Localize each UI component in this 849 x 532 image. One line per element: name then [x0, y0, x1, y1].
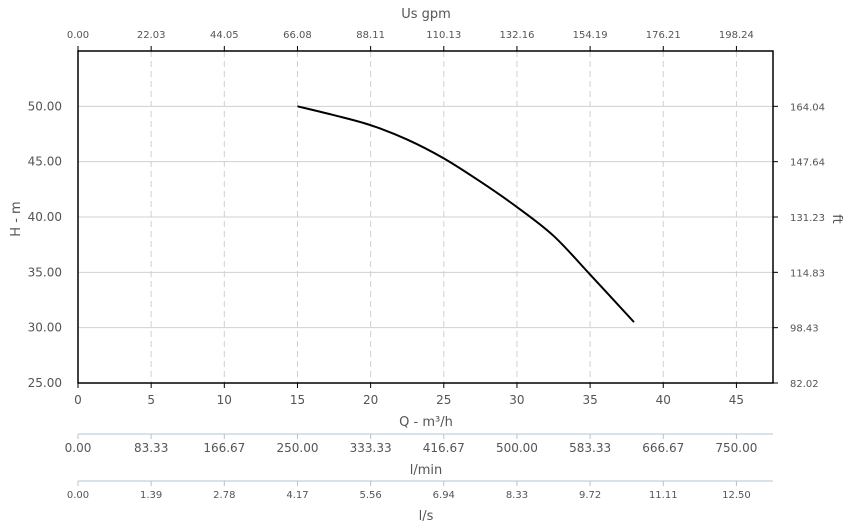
- ls-tick-label: 8.33: [506, 490, 528, 501]
- ls-tick-label: 4.17: [286, 490, 308, 501]
- ls-tick-label: 9.72: [579, 490, 601, 501]
- x-tick-label: 5: [147, 393, 155, 407]
- x-tick-label: 25: [436, 393, 451, 407]
- lmin-tick-label: 250.00: [276, 441, 318, 455]
- right-tick-label: 98.43: [790, 324, 819, 335]
- ls-tick-label: 5.56: [359, 490, 381, 501]
- x-tick-label: 0: [74, 393, 82, 407]
- y-tick-label: 35.00: [28, 265, 62, 279]
- lmin-tick-label: 0.00: [65, 441, 92, 455]
- y-tick-label: 40.00: [28, 210, 62, 224]
- x-tick-label: 20: [363, 393, 378, 407]
- right-tick-label: 114.83: [790, 268, 825, 279]
- right-axis-label: ft: [829, 214, 844, 223]
- x-tick-label: 45: [729, 393, 744, 407]
- lmin-tick-label: 166.67: [203, 441, 245, 455]
- ls-tick-label: 2.78: [213, 490, 235, 501]
- performance-curve: [297, 105, 635, 323]
- top-tick-label: 44.05: [210, 30, 239, 41]
- top-tick-label: 66.08: [283, 30, 312, 41]
- ls-tick-label: 11.11: [649, 490, 678, 501]
- y-tick-label: 45.00: [28, 155, 62, 169]
- lmin-tick-label: 500.00: [496, 441, 538, 455]
- plot-frame: [77, 46, 778, 388]
- top-tick-label: 22.03: [137, 30, 166, 41]
- top-tick-label: 198.24: [719, 30, 754, 41]
- x-tick-label: 30: [509, 393, 524, 407]
- top-tick-label: 154.19: [573, 30, 608, 41]
- top-axis-label: Us gpm: [401, 7, 451, 22]
- ls-axis-label: l/s: [419, 509, 434, 524]
- right-tick-label: 82.02: [790, 379, 819, 390]
- right-tick-label: 131.23: [790, 213, 825, 224]
- right-tick-label: 164.04: [790, 102, 825, 113]
- y-tick-label: 25.00: [28, 376, 62, 390]
- x-tick-label: 15: [290, 393, 305, 407]
- x-tick-label: 10: [217, 393, 232, 407]
- lmin-tick-label: 666.67: [642, 441, 684, 455]
- top-tick-label: 88.11: [356, 30, 385, 41]
- top-tick-label: 110.13: [426, 30, 461, 41]
- ls-tick-label: 6.94: [433, 490, 455, 501]
- series-layer: [297, 105, 635, 323]
- x-tick-label: 35: [582, 393, 597, 407]
- x-tick-label: 40: [656, 393, 671, 407]
- y-axis-label: H - m: [9, 201, 24, 236]
- lmin-tick-label: 416.67: [423, 441, 465, 455]
- y-tick-label: 50.00: [28, 99, 62, 113]
- tick-labels: 0 5 10 15 20 25 30 35 40 45 0.00 22.03 44.05 66.08 88.…: [28, 30, 825, 501]
- y-tick-label: 30.00: [28, 321, 62, 335]
- top-tick-label: 0.00: [67, 30, 89, 41]
- lmin-tick-label: 83.33: [134, 441, 168, 455]
- grid-lines: [78, 51, 773, 383]
- ls-tick-label: 12.50: [722, 490, 751, 501]
- lmin-tick-label: 333.33: [350, 441, 392, 455]
- lmin-axis-label: l/min: [410, 463, 443, 478]
- top-tick-label: 176.21: [646, 30, 681, 41]
- right-tick-label: 147.64: [790, 158, 825, 169]
- x-axis-label: Q - m³/h: [399, 415, 453, 430]
- lmin-tick-label: 750.00: [715, 441, 757, 455]
- lmin-tick-label: 583.33: [569, 441, 611, 455]
- top-tick-label: 132.16: [499, 30, 534, 41]
- ls-tick-label: 0.00: [67, 490, 89, 501]
- plot-border: [77, 50, 774, 384]
- ls-tick-label: 1.39: [140, 490, 162, 501]
